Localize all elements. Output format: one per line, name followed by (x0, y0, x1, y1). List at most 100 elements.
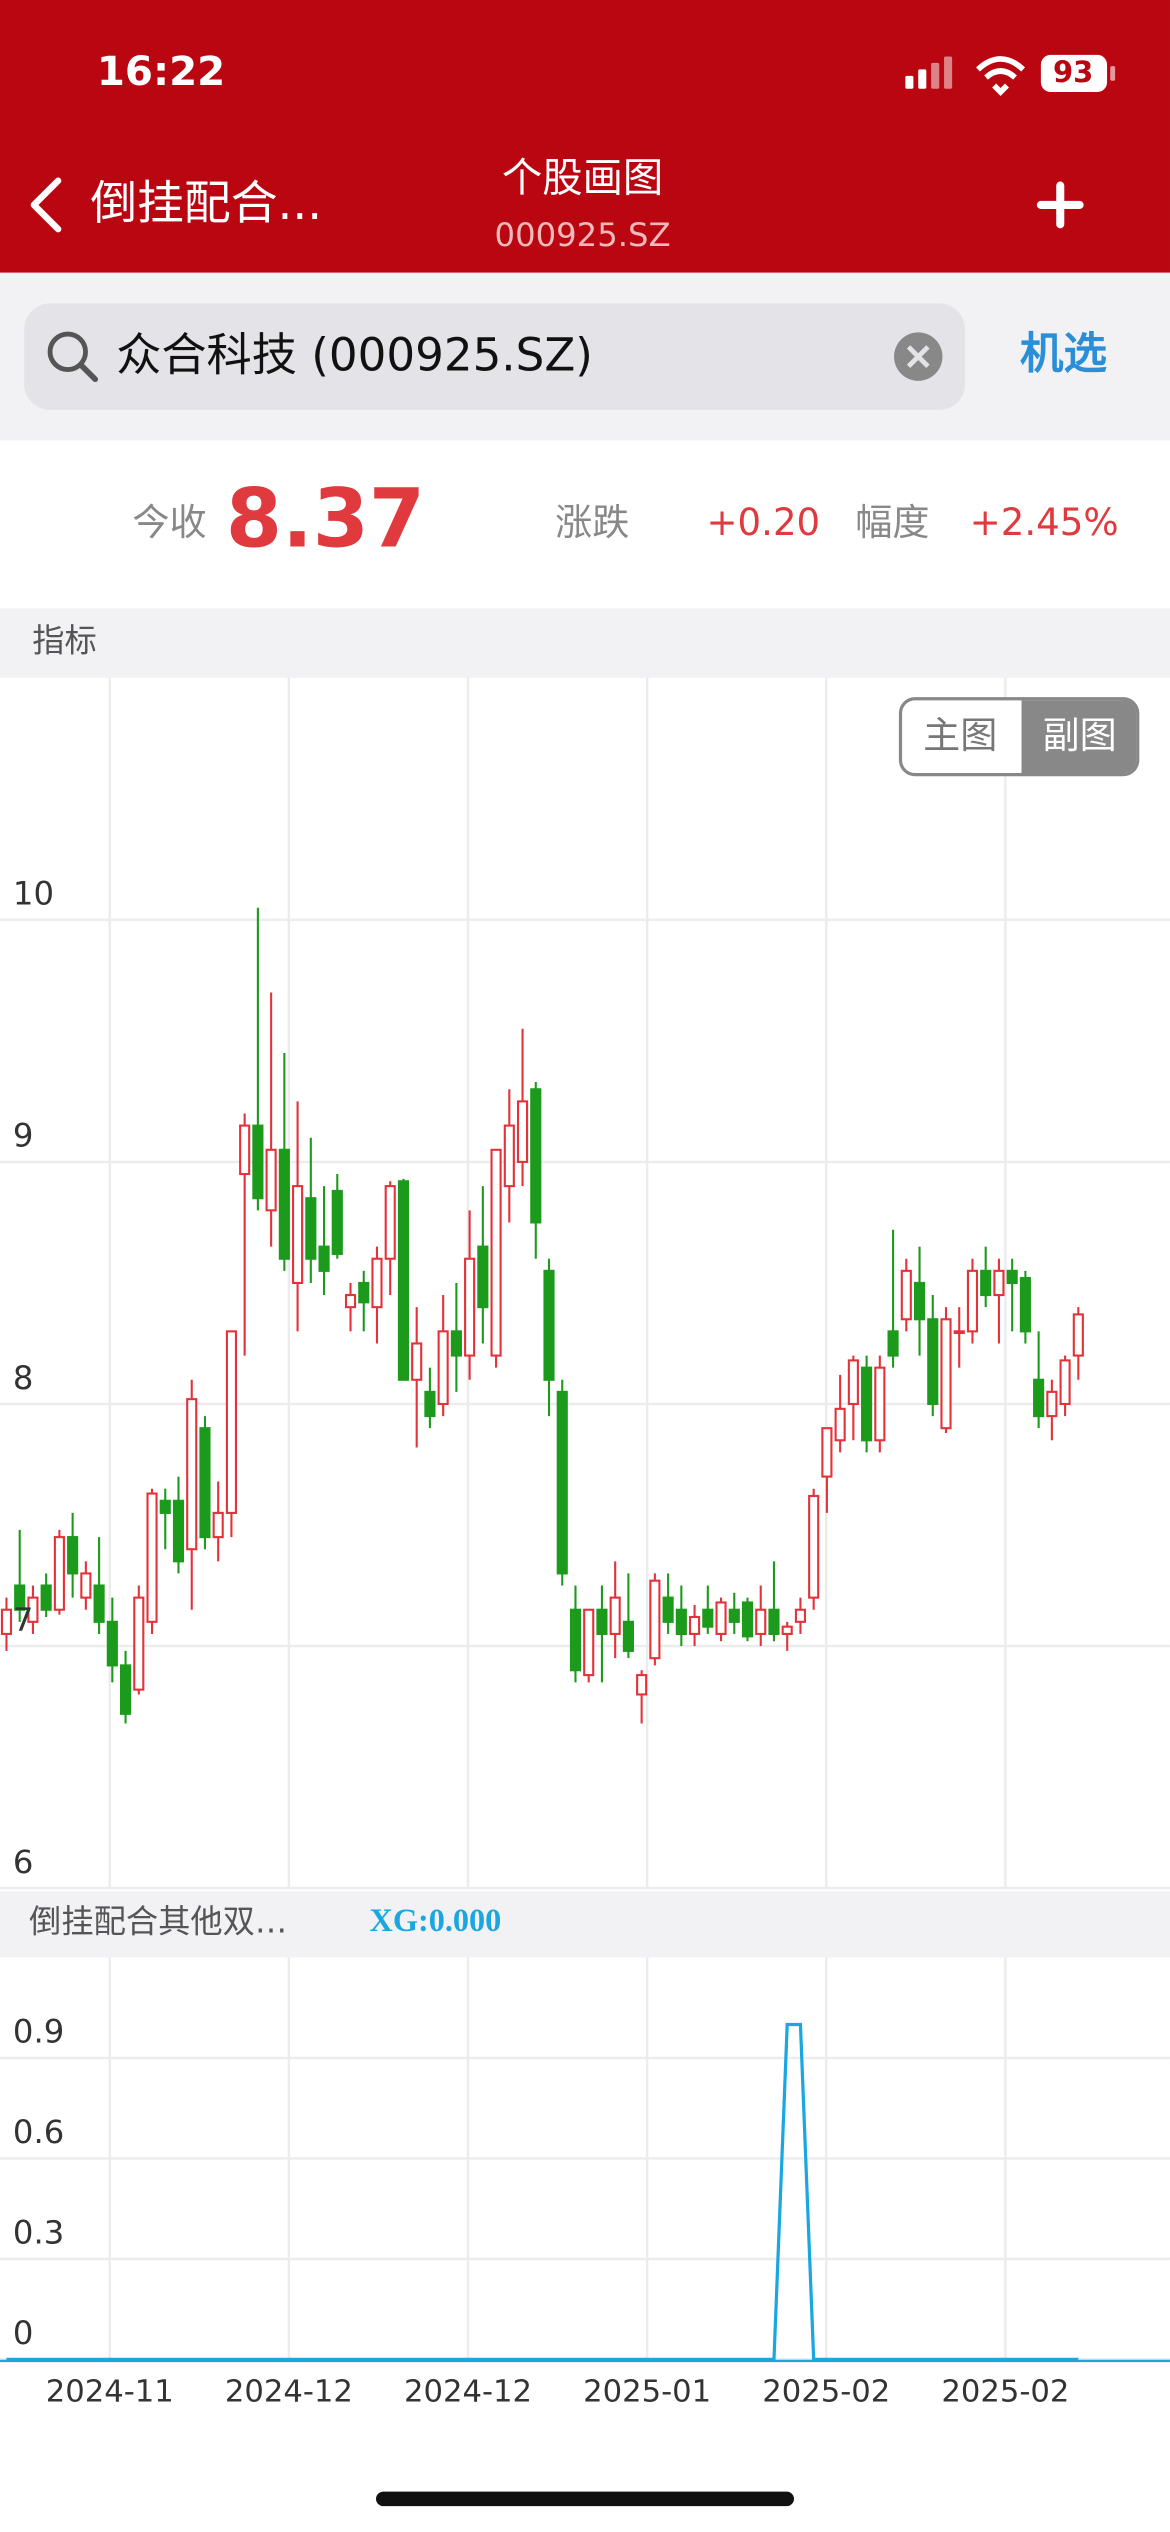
section-label: 指标 (32, 621, 97, 659)
y-tick-label: 10 (13, 875, 54, 913)
candle-body (569, 1608, 582, 1672)
candle-body (424, 1390, 436, 1418)
candle-body (874, 1366, 886, 1442)
candle-body (728, 1608, 740, 1623)
x-tick-label: 2024-11 (46, 2375, 174, 2410)
candle-body (834, 1407, 846, 1442)
y-tick-label: 9 (13, 1117, 34, 1155)
search-icon (47, 331, 88, 372)
y-tick-label: 0 (13, 2314, 34, 2352)
candle-body (900, 1269, 912, 1321)
status-time: 16:22 (97, 48, 225, 95)
x-tick-label: 2024-12 (404, 2375, 532, 2410)
wifi-icon (976, 56, 1026, 96)
candle-body (371, 1257, 383, 1309)
signal-icon (905, 56, 953, 89)
pct-value: +2.45% (970, 501, 1119, 544)
candle-body (477, 1245, 489, 1309)
candle-body (14, 1584, 26, 1611)
candle-body (1033, 1378, 1045, 1418)
candle-body (715, 1601, 727, 1635)
x-tick-label: 2025-01 (583, 2375, 711, 2410)
candle-body (847, 1359, 859, 1406)
candle-body (159, 1499, 171, 1514)
x-tick-label: 2025-02 (762, 2375, 890, 2410)
candle-body (1019, 1277, 1031, 1333)
candle-body (675, 1608, 687, 1635)
candle-body (913, 1281, 926, 1321)
section-bar (0, 608, 1170, 678)
search-field[interactable] (24, 303, 966, 410)
candle-body (781, 1625, 793, 1635)
battery-tip (1110, 66, 1116, 81)
toggle-sub[interactable]: 副图 (1043, 714, 1117, 757)
y-tick-label: 7 (13, 1601, 34, 1639)
battery-level: 93 (1053, 55, 1093, 89)
pct-label: 幅度 (855, 501, 929, 544)
search-icon-handle (77, 361, 99, 383)
pick-button[interactable]: 机选 (1020, 330, 1108, 380)
candle-body (1072, 1313, 1084, 1357)
candle-body (741, 1601, 754, 1638)
candle-body (821, 1427, 833, 1478)
candle-body (556, 1390, 568, 1575)
candle-body (278, 1148, 290, 1260)
y-tick-label: 0.6 (13, 2113, 64, 2151)
indicator-value: XG:0.000 (370, 1902, 502, 1938)
candle-body (1046, 1390, 1058, 1418)
candle-body (344, 1293, 357, 1309)
candle-body (755, 1608, 767, 1635)
candle-body (67, 1536, 79, 1575)
y-tick-label: 0.3 (13, 2214, 64, 2252)
candle-body (993, 1269, 1005, 1297)
x-tick-label: 2025-02 (941, 2375, 1069, 2410)
header-bg (0, 0, 1170, 273)
candle-body (490, 1148, 502, 1357)
home-indicator (376, 2491, 794, 2507)
candle-body (27, 1596, 39, 1623)
candle-body (186, 1398, 198, 1551)
candle-body (292, 1185, 304, 1284)
y-tick-label: 8 (13, 1359, 34, 1397)
back-title[interactable]: 倒挂配合... (90, 177, 322, 231)
battery-icon (1040, 54, 1108, 92)
candle-body (212, 1511, 224, 1539)
clear-icon (906, 345, 930, 369)
candle-body (530, 1088, 542, 1224)
indicator-title: 倒挂配合其他双… (29, 1903, 287, 1941)
candle-body (119, 1664, 132, 1715)
candle-body (397, 1180, 410, 1381)
candle-body (689, 1615, 701, 1635)
candle-body (609, 1596, 621, 1635)
add-button[interactable] (1036, 181, 1084, 229)
candle-body (516, 1100, 529, 1163)
toggle-main[interactable]: 主图 (923, 714, 997, 757)
candle-body (239, 1124, 251, 1176)
close-label: 今收 (132, 501, 206, 544)
candle-body (649, 1579, 661, 1660)
candle-body (53, 1536, 65, 1611)
candle-body (794, 1608, 807, 1623)
candle-body (146, 1492, 158, 1623)
candle-body (636, 1674, 648, 1696)
candle-body (265, 1148, 277, 1212)
candle-body (106, 1620, 118, 1667)
candle-body (80, 1572, 92, 1599)
plot-area: 6 7 8 9 10 2024-11 2024-12 2024-12 2025-01 2025-0… (0, 677, 1170, 2410)
toggle-active (1021, 700, 1137, 773)
candle-body (450, 1330, 462, 1357)
back-button[interactable] (30, 177, 62, 233)
candle-body (861, 1366, 873, 1442)
candle-body (0, 1608, 13, 1635)
candle-body (622, 1620, 634, 1652)
candle-body (331, 1189, 343, 1255)
candle-body (887, 1330, 899, 1357)
candle-body (1059, 1359, 1071, 1406)
candle-body (199, 1427, 211, 1539)
candle-body (927, 1318, 939, 1406)
candle-body (305, 1197, 317, 1260)
candle-body (662, 1596, 674, 1623)
candle-body (702, 1608, 714, 1628)
candle-body (980, 1269, 992, 1297)
